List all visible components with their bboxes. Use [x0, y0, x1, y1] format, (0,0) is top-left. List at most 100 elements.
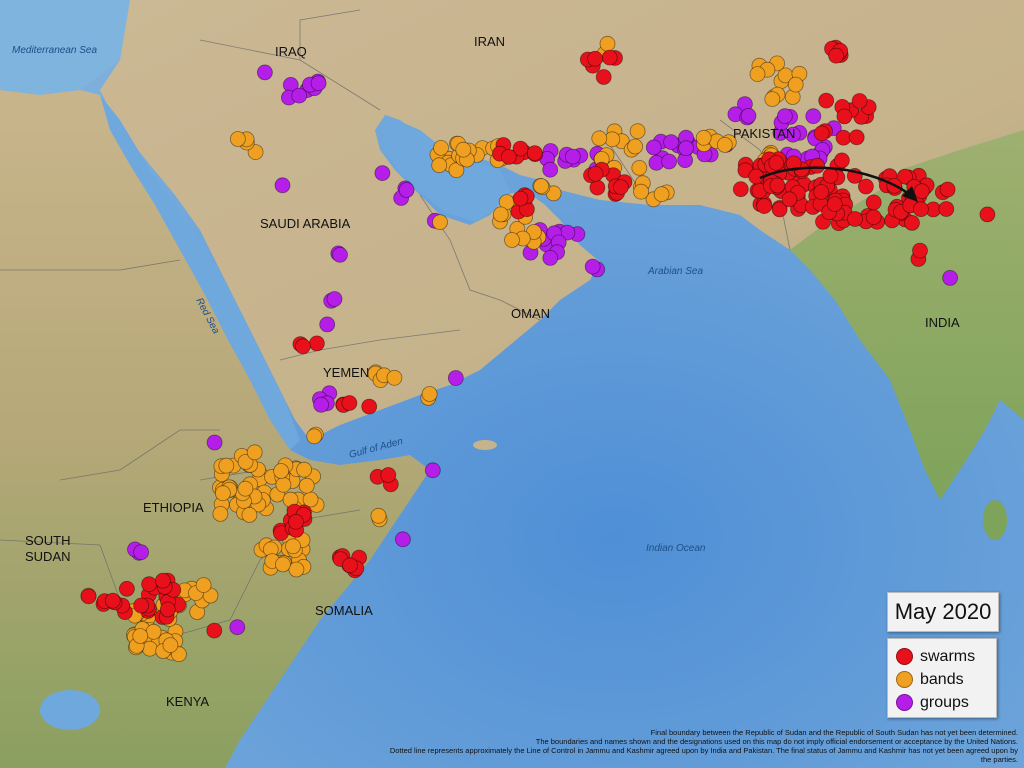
band-marker [274, 556, 291, 573]
group-marker [229, 619, 246, 636]
swarm-marker [141, 576, 158, 593]
swarm-marker [979, 206, 996, 223]
band-marker [591, 130, 608, 147]
group-marker [584, 258, 601, 275]
group-marker [313, 396, 330, 413]
swarm-marker [526, 145, 543, 162]
swarm-marker [341, 395, 358, 411]
migration-arrow [759, 166, 918, 202]
legend-item-groups: groups [896, 691, 988, 714]
band-marker [273, 463, 290, 479]
group-marker [310, 75, 327, 92]
swarm-marker [809, 157, 826, 174]
swarm-marker [848, 129, 865, 146]
legend-item-swarms: swarms [896, 645, 988, 668]
swarm-marker [756, 198, 773, 215]
locust-reports [80, 35, 996, 663]
red-sea [100, 95, 300, 450]
disclaimer: Final boundary between the Republic of S… [378, 728, 1018, 764]
band-marker [749, 66, 766, 82]
band-marker [298, 477, 315, 494]
disclaimer-line: The boundaries and names shown and the d… [535, 737, 1018, 746]
group-marker [645, 139, 662, 156]
band-marker [653, 186, 670, 203]
swarm-marker [294, 338, 311, 355]
band-marker [492, 206, 509, 223]
swarm-marker [380, 467, 397, 483]
group-marker [394, 531, 411, 548]
group-marker [424, 462, 441, 479]
sea-label-arabian-sea: Arabian Sea [647, 266, 703, 277]
band-marker [432, 214, 448, 231]
band-marker [421, 386, 438, 402]
band-marker [162, 637, 179, 653]
band-marker [212, 506, 229, 522]
group-marker [206, 434, 223, 451]
group-marker [564, 148, 581, 165]
swarm-marker [834, 152, 850, 169]
band-marker [296, 461, 313, 478]
country-label-yemen: YEMEN [323, 365, 369, 380]
swarm-marker [732, 181, 749, 198]
swarms-marker-icon [896, 648, 913, 665]
swarm-marker [104, 592, 121, 609]
disclaimer-line: Dotted line represents approximately the… [389, 746, 1018, 764]
disclaimer-line: Final boundary between the Republic of S… [650, 728, 1018, 737]
land-sri-lanka [983, 500, 1007, 540]
swarm-marker [913, 201, 929, 218]
swarm-marker [771, 201, 788, 218]
band-marker [370, 507, 387, 524]
swarm-marker [500, 148, 517, 165]
country-label-pakistan: PAKISTAN [733, 126, 795, 141]
group-marker [663, 134, 679, 151]
swarm-marker [133, 597, 150, 614]
swarm-marker [818, 92, 835, 109]
country-label-kenya: KENYA [166, 694, 209, 709]
lake-victoria [40, 690, 100, 730]
swarm-marker [912, 242, 928, 259]
group-marker [332, 246, 348, 263]
band-marker [237, 453, 254, 470]
band-marker [386, 369, 403, 386]
band-marker [431, 157, 448, 174]
group-marker [319, 316, 336, 333]
band-marker [633, 183, 649, 200]
legend: swarms bands groups [887, 638, 997, 718]
swarm-marker [851, 93, 868, 109]
band-marker [247, 144, 264, 161]
swarm-marker [361, 398, 378, 415]
band-marker [695, 129, 712, 146]
land-socotra [473, 440, 497, 450]
swarm-marker [601, 49, 618, 66]
swarm-marker [828, 47, 844, 64]
swarm-marker [342, 557, 358, 574]
legend-item-bands: bands [896, 668, 988, 691]
country-label-saudi-arabia: SAUDI ARABIA [260, 216, 351, 231]
swarm-marker [858, 178, 874, 195]
swarm-marker [587, 50, 603, 67]
band-marker [455, 141, 472, 158]
country-label-somalia: SOMALIA [315, 603, 373, 618]
swarm-marker [897, 168, 913, 185]
group-marker [133, 544, 150, 561]
band-marker [275, 476, 292, 493]
swarm-marker [308, 335, 325, 352]
group-marker [805, 108, 822, 125]
band-marker [288, 561, 305, 578]
legend-label: groups [920, 693, 969, 711]
country-label-iran: IRAN [474, 34, 505, 49]
group-marker [740, 107, 757, 124]
country-label-iraq: IRAQ [275, 44, 307, 59]
group-marker [291, 87, 308, 104]
legend-label: swarms [920, 647, 976, 665]
country-label-india: INDIA [925, 315, 960, 330]
band-marker [627, 138, 643, 155]
country-label-sudan: SUDAN [25, 549, 71, 564]
swarm-marker [913, 183, 930, 200]
band-marker [599, 35, 616, 52]
swarm-marker [826, 196, 843, 213]
group-marker [374, 165, 391, 182]
band-marker [145, 623, 162, 640]
swarm-marker [595, 69, 612, 85]
band-marker [448, 162, 465, 179]
